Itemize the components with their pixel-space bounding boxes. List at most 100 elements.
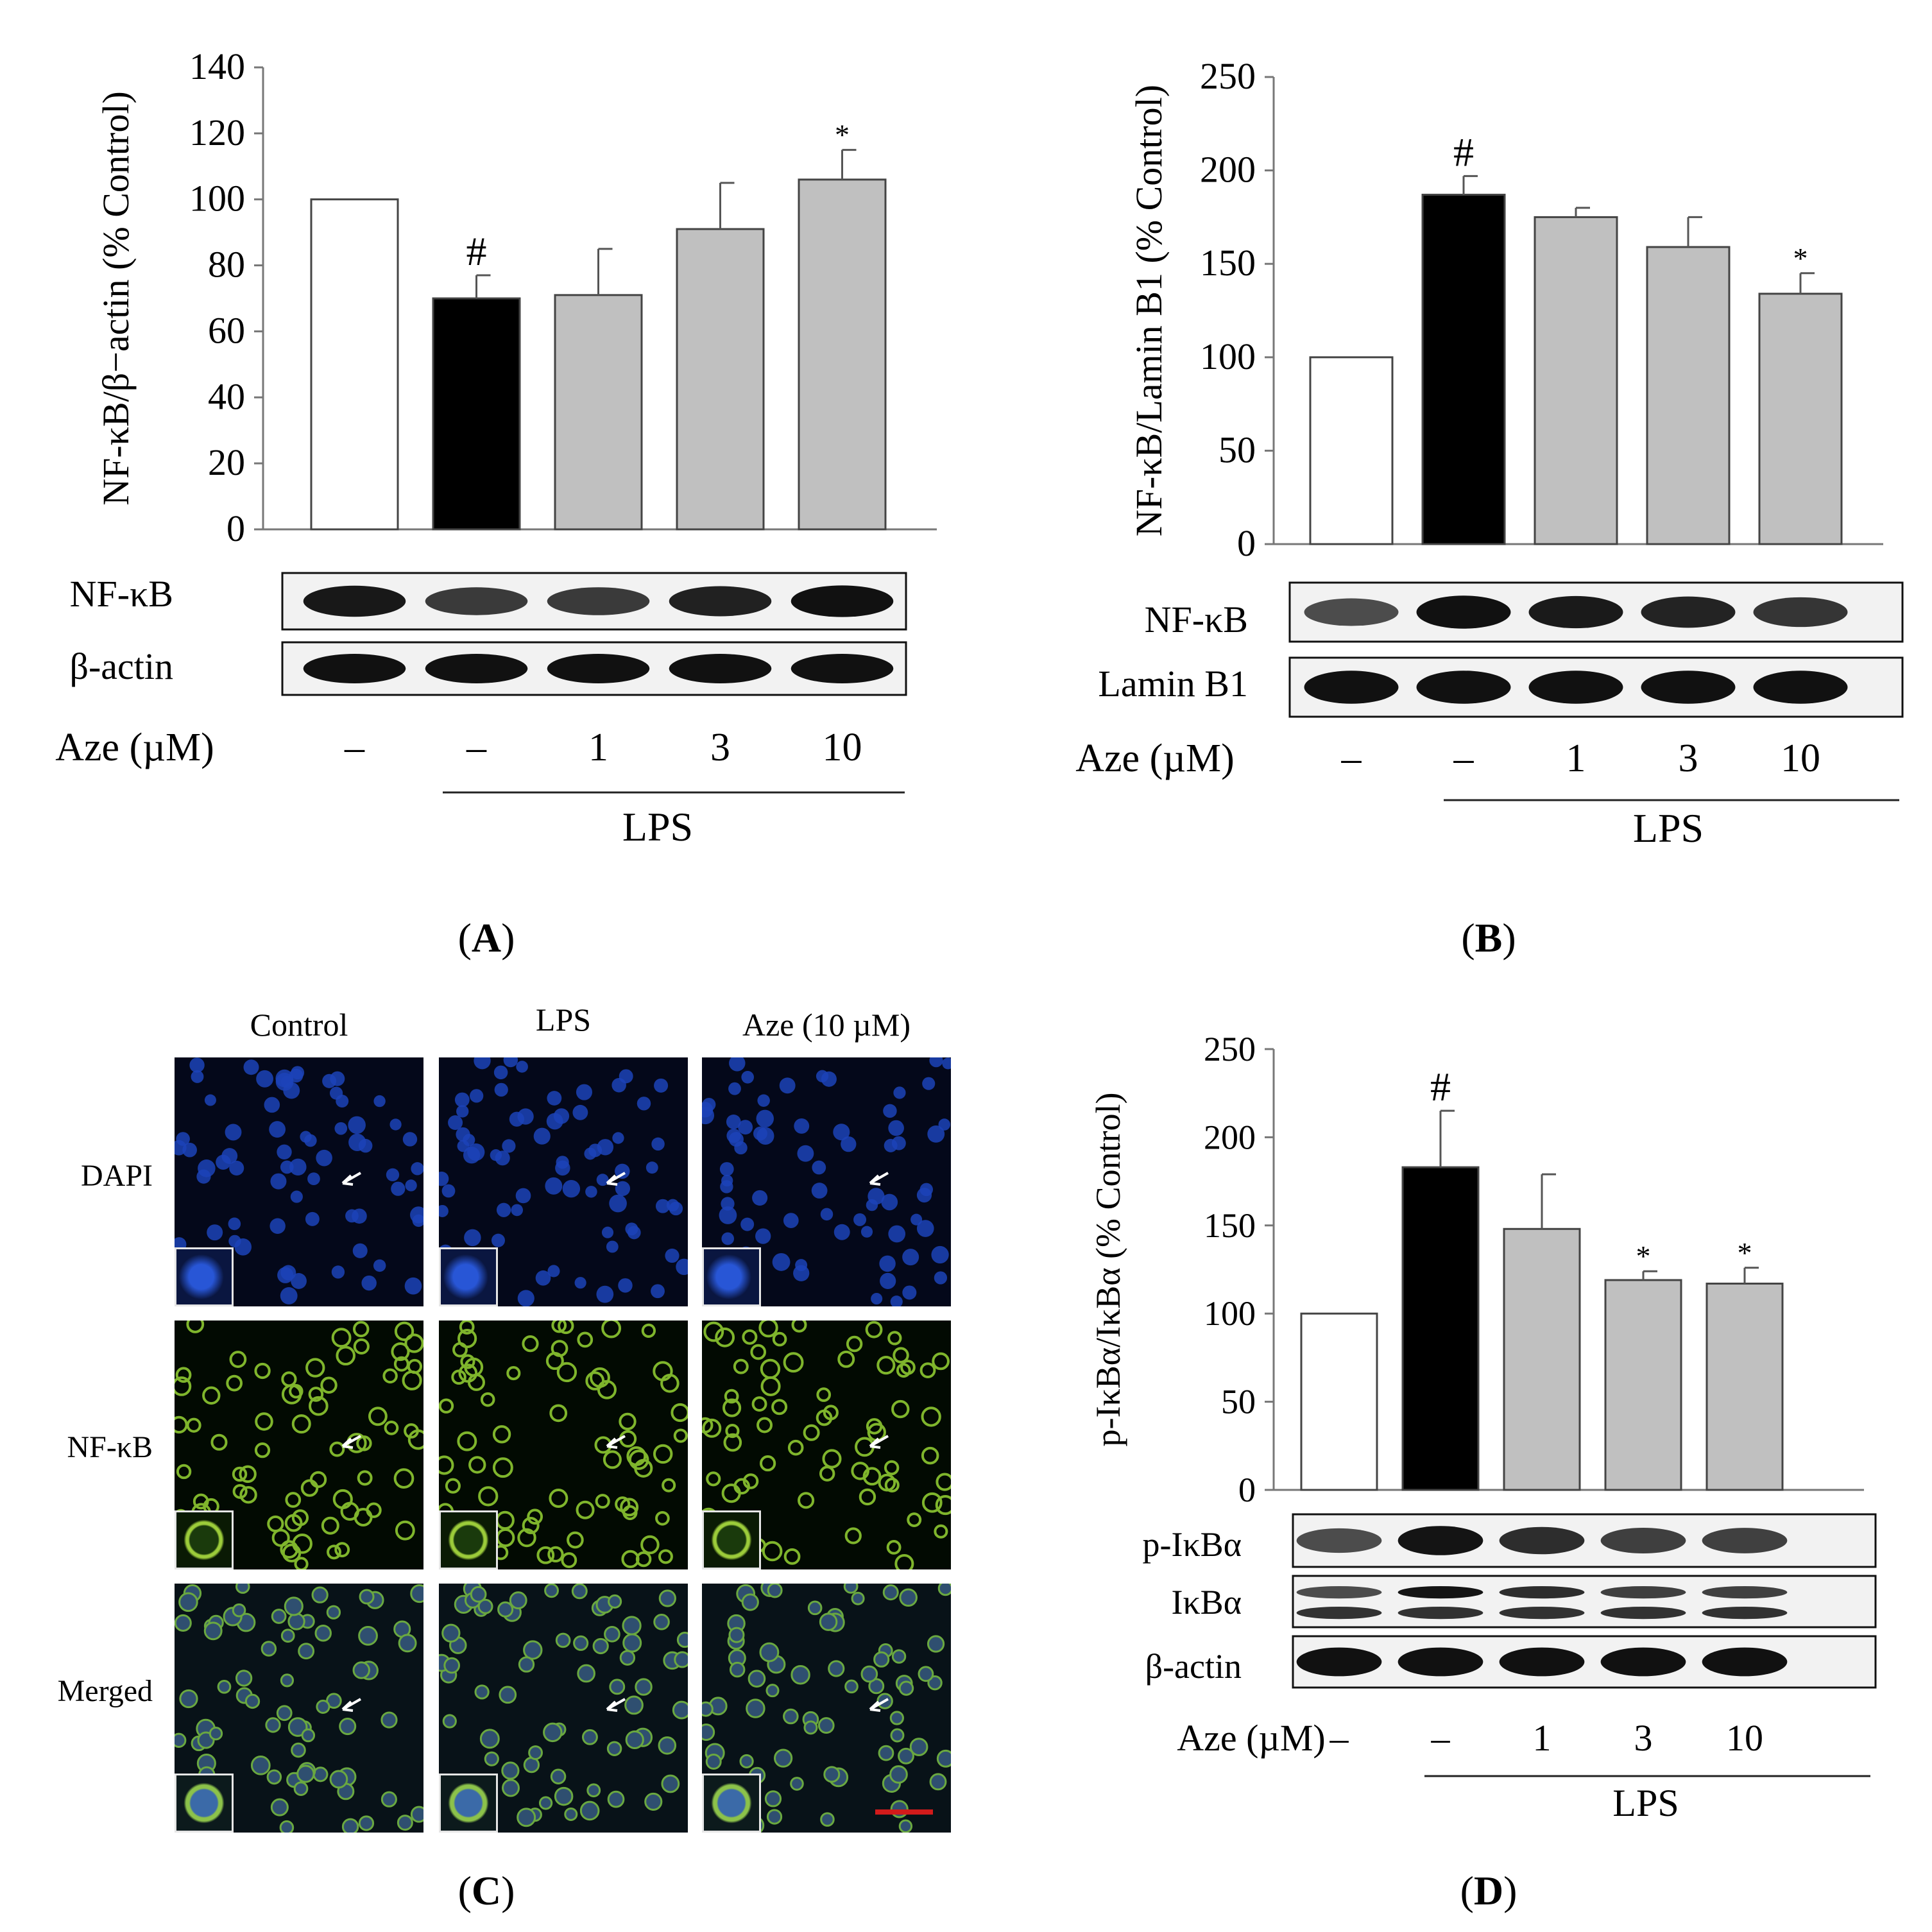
blot-band <box>1702 1528 1788 1553</box>
blot-band <box>1416 595 1511 629</box>
blot-band <box>425 587 528 615</box>
y-tick-label: 20 <box>208 441 245 483</box>
blot-band <box>669 586 772 617</box>
arrow-icon <box>341 1435 361 1449</box>
y-tick-label: 100 <box>189 178 245 219</box>
blot-label-2: β-actin <box>1145 1647 1242 1686</box>
micrograph-1-1 <box>439 1321 688 1569</box>
y-tick-label: 50 <box>1218 429 1256 470</box>
blot-band <box>1296 1647 1382 1677</box>
condition-label: Aze (µM) <box>1177 1717 1326 1759</box>
bar-3 <box>1646 246 1731 545</box>
blot-label-1: β-actin <box>69 645 173 687</box>
blot-band <box>547 587 650 615</box>
blot-strip-0 <box>1292 1513 1877 1568</box>
dose-label-0: – <box>344 726 365 769</box>
blot-band <box>1753 671 1848 704</box>
cell-inset <box>702 1510 761 1569</box>
bar-2 <box>1534 216 1618 545</box>
cell-inset <box>175 1247 234 1306</box>
y-tick-label: 50 <box>1221 1383 1256 1421</box>
bar-1 <box>1421 193 1506 545</box>
blot-label-1: Lamin B1 <box>1098 663 1248 705</box>
blot-band <box>1499 1647 1585 1677</box>
dose-label-1: – <box>1453 737 1475 780</box>
blot-band <box>791 585 894 617</box>
y-tick-label: 250 <box>1200 55 1256 97</box>
cells <box>439 1057 688 1306</box>
blot-band <box>669 654 772 683</box>
blot-band-lower <box>1702 1607 1788 1620</box>
blot-label-0: p-IκBα <box>1143 1525 1242 1564</box>
lps-label: LPS <box>622 804 693 850</box>
arrow-icon <box>869 1698 889 1712</box>
blot-band-lower <box>1296 1607 1382 1620</box>
cells <box>175 1584 423 1833</box>
y-tick-label: 0 <box>1238 1471 1256 1509</box>
arrow-icon <box>341 1698 361 1712</box>
blot-band <box>1702 1647 1788 1677</box>
dose-label-4: 10 <box>1726 1717 1763 1759</box>
micrograph-0-1 <box>439 1057 688 1306</box>
arrow-icon <box>869 1172 889 1186</box>
y-tick-label: 150 <box>1200 242 1256 284</box>
blot-band <box>1600 1647 1686 1677</box>
y-tick-label: 40 <box>208 375 245 417</box>
blot-band <box>1702 1586 1788 1599</box>
y-tick-label: 150 <box>1204 1206 1256 1245</box>
arrow-icon <box>869 1435 889 1449</box>
blot-band <box>1304 598 1399 626</box>
blot-band <box>1499 1586 1585 1599</box>
cell-inset <box>702 1774 761 1833</box>
arrow-icon <box>606 1435 626 1449</box>
y-tick-label: 250 <box>1204 1030 1256 1068</box>
significance-mark-1: # <box>1430 1064 1451 1109</box>
caption-a: (A) <box>457 915 515 961</box>
chart-a: 0 20 40 60 80 100 120 140 NF-κB/β−actin (% Contr… <box>55 46 937 850</box>
blot-band <box>425 654 528 683</box>
bar-4 <box>798 178 887 531</box>
blot-band <box>1753 597 1848 628</box>
y-axis-label: NF-κB/β−actin (% Control) <box>95 91 137 506</box>
micrograph-2-2 <box>702 1584 951 1833</box>
caption-b: (B) <box>1461 915 1516 961</box>
blot-band <box>1398 1586 1483 1599</box>
column-header-aze: Aze (10 µM) <box>742 1007 911 1043</box>
dose-label-0: – <box>1341 737 1362 780</box>
y-tick-label: 200 <box>1204 1118 1256 1156</box>
y-axis-label: p-IκBα/IκBα (% Control) <box>1089 1093 1127 1447</box>
caption-c: (C) <box>457 1868 515 1913</box>
column-header-control: Control <box>250 1007 348 1043</box>
micrograph-2-0 <box>175 1584 423 1833</box>
column-header-lps: LPS <box>535 1002 592 1038</box>
blot-label-0: NF-κB <box>1145 599 1248 640</box>
bar-1 <box>432 297 521 531</box>
blot-band <box>791 654 894 683</box>
blot-band <box>1600 1528 1686 1553</box>
dose-label-2: 1 <box>588 726 608 769</box>
bar-4 <box>1758 293 1843 545</box>
condition-label: Aze (µM) <box>1075 737 1234 780</box>
blot-band-lower <box>1600 1607 1686 1620</box>
blot-band <box>1398 1647 1483 1677</box>
micrograph-0-2 <box>702 1057 951 1306</box>
y-tick-label: 120 <box>189 112 245 153</box>
significance-mark-4: * <box>1793 242 1808 275</box>
cells <box>702 1057 951 1306</box>
blot-band <box>1304 671 1399 704</box>
cell-inset <box>439 1774 498 1833</box>
y-axis-label: NF-κB/Lamin B1 (% Control) <box>1128 85 1170 536</box>
bar-1 <box>1401 1166 1480 1491</box>
dose-label-4: 10 <box>823 726 862 769</box>
blot-band <box>1416 671 1511 704</box>
dose-label-2: 1 <box>1566 737 1586 780</box>
row-header-dapi: DAPI <box>80 1159 153 1193</box>
blot-strip-2 <box>1292 1635 1877 1689</box>
blot-band <box>1641 596 1736 628</box>
bar-4 <box>1705 1282 1784 1491</box>
blot-label-1: IκBα <box>1171 1583 1242 1621</box>
blot-band <box>1600 1586 1686 1599</box>
chart-d: 0 50 100 150 200 250 p-IκBα/IκBα (% Control) # *… <box>1089 1030 1877 1822</box>
blot-band <box>1528 595 1623 629</box>
scale-bar <box>875 1809 933 1815</box>
